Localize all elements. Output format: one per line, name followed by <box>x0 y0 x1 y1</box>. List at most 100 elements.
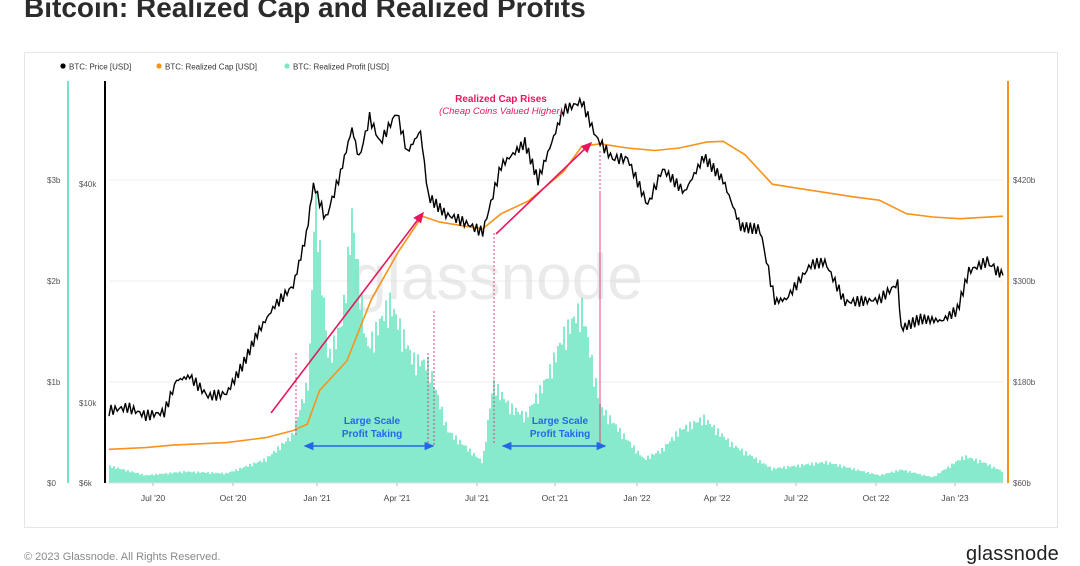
profit-bar <box>801 464 803 483</box>
profit-bar <box>747 455 749 483</box>
profit-bar <box>437 394 439 483</box>
profit-bar <box>299 409 301 483</box>
profit-bar <box>351 208 353 483</box>
x-axis-tick-label: Jul '21 <box>465 493 490 503</box>
profit-bar <box>919 473 921 483</box>
profit-bar <box>663 451 665 483</box>
profit-bar <box>319 239 321 483</box>
profit-bar <box>401 351 403 483</box>
profit-bar <box>301 399 303 483</box>
profit-bar <box>557 345 559 483</box>
profit-bar <box>289 441 291 483</box>
profit-bar <box>595 378 597 483</box>
profit-bar <box>501 392 503 483</box>
profit-bar <box>467 451 469 483</box>
profit-bar <box>229 472 231 483</box>
profit-bar <box>445 422 447 483</box>
profit-bar <box>125 471 127 483</box>
realized-cap-axis-tick-label: $420b <box>1013 176 1036 185</box>
profit-bar <box>399 318 401 483</box>
profit-bar <box>327 357 329 483</box>
profit-bar <box>311 290 313 483</box>
profit-bar <box>965 455 967 483</box>
profit-axis-tick-label: $2b <box>47 277 61 286</box>
profit-bar <box>321 295 323 483</box>
profit-bar <box>335 349 337 483</box>
profit-bar <box>593 386 595 483</box>
profit-bar <box>315 190 317 484</box>
profit-bar <box>623 433 625 483</box>
profit-bar <box>257 462 259 483</box>
profit-bar <box>433 386 435 483</box>
footer-copyright: © 2023 Glassnode. All Rights Reserved. <box>24 551 221 563</box>
profit-bar <box>685 424 687 483</box>
profit-bar <box>523 422 525 483</box>
profit-bar <box>833 464 835 483</box>
profit-bar <box>925 476 927 483</box>
profit-bar <box>261 462 263 483</box>
profit-bar <box>509 414 511 483</box>
chart-card: BTC: Price [USD] BTC: Realized Cap [USD] B… <box>24 52 1058 528</box>
profit-bar <box>725 439 727 483</box>
profit-bar <box>255 463 257 483</box>
profit-bar <box>439 409 441 483</box>
profit-bar <box>157 474 159 483</box>
profit-bar <box>827 464 829 483</box>
profit-bar <box>695 422 697 483</box>
profit-bar <box>411 364 413 483</box>
profit-bar <box>931 477 933 483</box>
profit-bar <box>807 463 809 483</box>
profit-bar <box>627 440 629 483</box>
profit-bar <box>495 395 497 483</box>
profit-bar <box>587 337 589 483</box>
x-axis-tick-label: Jul '20 <box>141 493 166 503</box>
profit-bar <box>233 471 235 483</box>
profit-bar <box>283 443 285 483</box>
profit-bar <box>149 475 151 483</box>
profit-bar <box>177 472 179 483</box>
profit-bar <box>331 362 333 483</box>
profit-bar <box>655 453 657 483</box>
profit-bar <box>461 444 463 483</box>
profit-bar <box>579 331 581 483</box>
profit-bar <box>483 450 485 483</box>
profit-bar <box>863 471 865 483</box>
profit-bar <box>873 474 875 483</box>
profit-bar <box>493 379 495 483</box>
profit-bar <box>901 469 903 483</box>
legend-label: BTC: Price [USD] <box>69 63 131 72</box>
profit-bar <box>207 472 209 483</box>
profit-bar <box>703 414 705 483</box>
profit-bar <box>941 470 943 483</box>
profit-bar <box>677 436 679 483</box>
profit-bar <box>165 472 167 483</box>
profit-bar <box>185 472 187 483</box>
profit-bar <box>517 411 519 483</box>
profit-bar <box>295 420 297 483</box>
profit-bar <box>631 447 633 483</box>
profit-bar <box>857 469 859 483</box>
profit-bar <box>465 445 467 483</box>
profit-bar <box>903 470 905 483</box>
profit-bar <box>365 337 367 483</box>
profit-bar <box>143 475 145 483</box>
profit-bar <box>173 472 175 483</box>
price-axis-tick-label: $40k <box>79 180 97 189</box>
profit-bar <box>735 445 737 483</box>
x-axis-tick-label: Jul '22 <box>784 493 809 503</box>
profit-bar <box>383 321 385 483</box>
footer-brand-logo: glassnode <box>966 543 1059 565</box>
profit-bar <box>223 474 225 483</box>
profit-bar <box>455 435 457 483</box>
profit-bar <box>987 465 989 483</box>
profit-bar <box>639 455 641 483</box>
profit-bar <box>237 470 239 483</box>
profit-bar <box>541 393 543 483</box>
profit-bar <box>759 460 761 483</box>
profit-bar <box>385 300 387 483</box>
chart-canvas: BTC: Price [USD] BTC: Realized Cap [USD] B… <box>47 63 1036 504</box>
profit-bar <box>367 346 369 483</box>
profit-bar <box>687 431 689 483</box>
profit-bar <box>305 382 307 483</box>
profit-bar <box>519 414 521 483</box>
